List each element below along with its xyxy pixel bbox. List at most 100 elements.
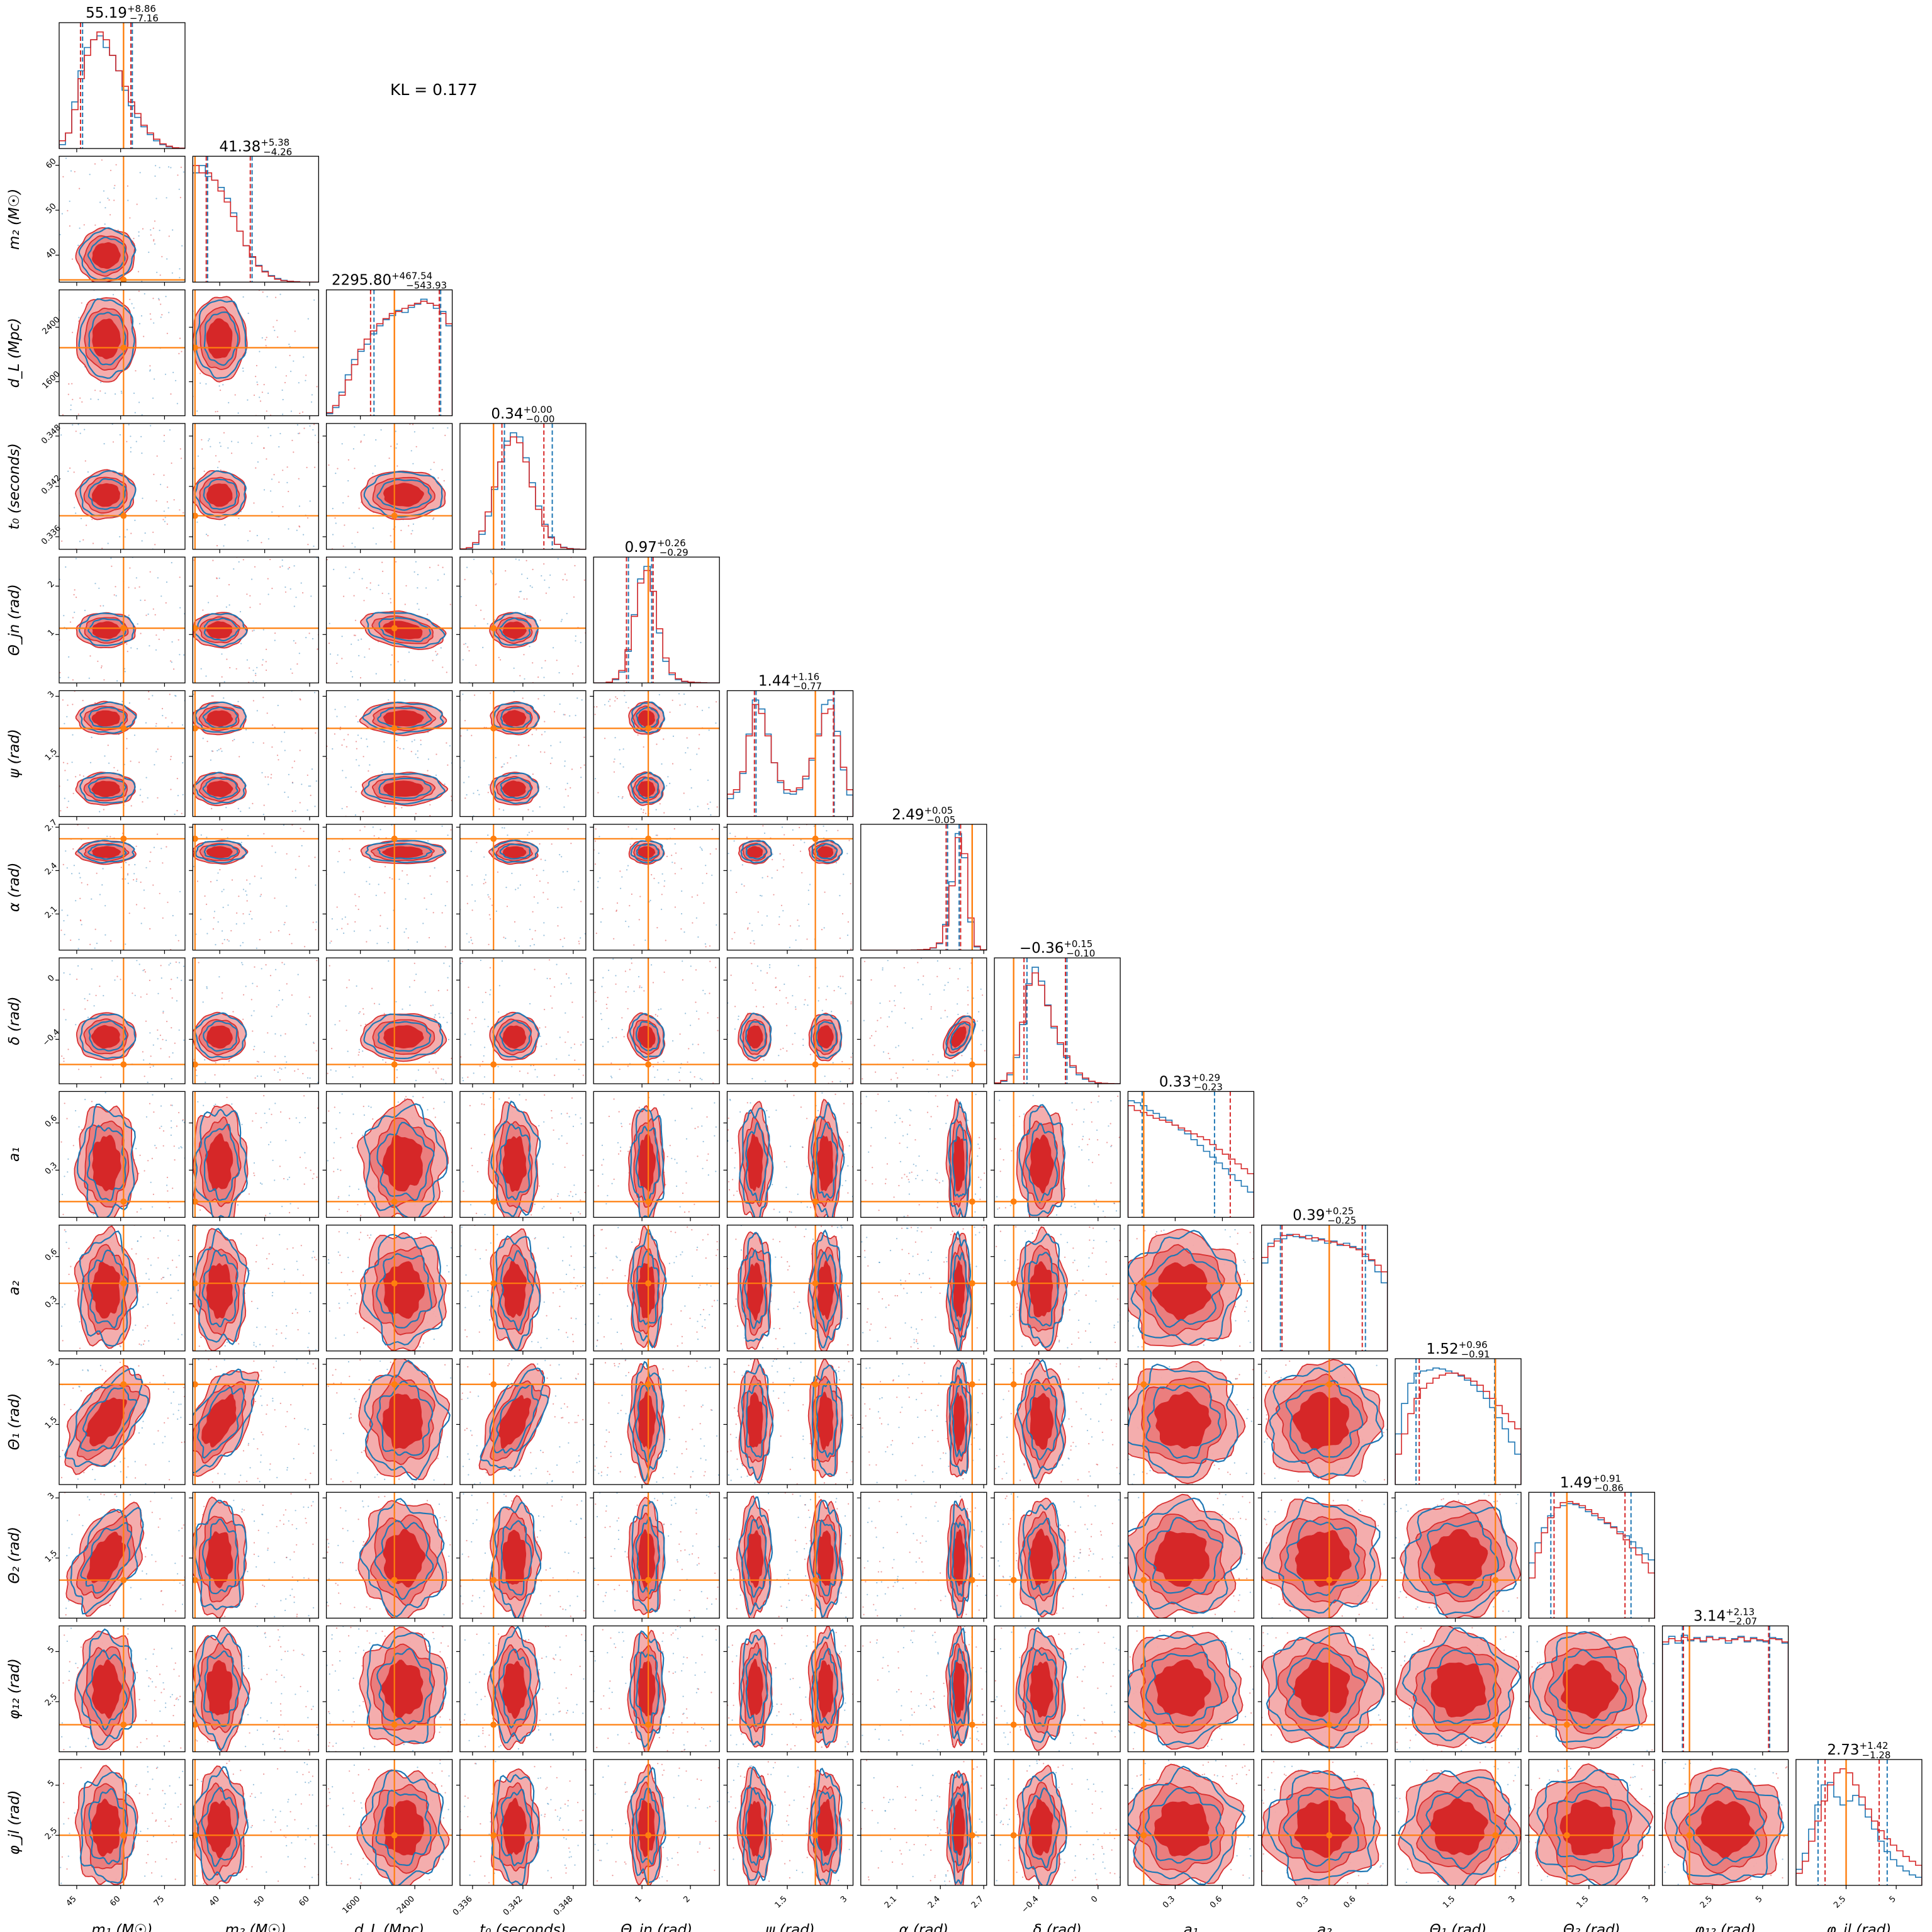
scatter-point-reference — [902, 1135, 904, 1137]
scatter-point-reference — [1108, 1125, 1109, 1127]
scatter-point-reference — [1032, 1094, 1034, 1096]
scatter-point-reference — [303, 534, 305, 536]
scatter-point-model — [344, 524, 345, 526]
scatter-point-model — [1115, 1341, 1116, 1344]
contour-model-level-2 — [817, 1025, 834, 1048]
scatter-point-reference — [152, 1065, 154, 1067]
scatter-point-reference — [313, 545, 315, 548]
scatter-point-reference — [1089, 1341, 1091, 1343]
scatter-point-reference — [208, 438, 210, 440]
scatter-point-model — [714, 1300, 716, 1301]
scatter-point-model — [354, 1065, 356, 1067]
scatter-point-model — [120, 979, 121, 980]
scatter-point-reference — [271, 511, 273, 513]
scatter-point-model — [303, 427, 305, 429]
scatter-point-model — [716, 1241, 718, 1243]
scatter-point-model — [633, 944, 635, 946]
scatter-point-reference — [799, 1312, 801, 1314]
scatter-point-model — [697, 1155, 699, 1157]
scatter-point-reference — [363, 1114, 365, 1116]
scatter-point-model — [789, 925, 792, 927]
scatter-point-reference — [437, 579, 439, 581]
scatter-point-reference — [927, 1259, 929, 1261]
scatter-point-model — [731, 938, 733, 940]
scatter-point-model — [851, 1081, 853, 1083]
scatter-point-model — [683, 792, 685, 794]
joint-panel-m2-delta — [189, 957, 319, 1088]
scatter-point-model — [980, 1179, 982, 1181]
scatter-point-reference — [350, 786, 352, 788]
scatter-point-model — [127, 873, 129, 875]
scatter-point-model — [264, 339, 266, 340]
marginal-panel-a2: 0.39+0.25 −0.25 — [1261, 1206, 1388, 1355]
panel-frame — [192, 289, 319, 417]
scatter-point-reference — [335, 1070, 337, 1072]
scatter-point-model — [716, 806, 718, 808]
scatter-point-reference — [539, 1035, 541, 1037]
scatter-point-reference — [281, 1206, 283, 1208]
scatter-point-reference — [179, 607, 181, 609]
scatter-point-model — [150, 851, 152, 853]
scatter-point-reference — [917, 1332, 919, 1334]
scatter-point-reference — [636, 828, 637, 830]
scatter-point-reference — [372, 826, 374, 828]
scatter-point-model — [269, 558, 271, 561]
scatter-point-model — [643, 746, 644, 748]
scatter-point-model — [150, 318, 152, 320]
scatter-point-reference — [663, 1094, 665, 1096]
scatter-point-model — [340, 1137, 342, 1138]
scatter-point-model — [929, 1278, 931, 1279]
scatter-point-reference — [160, 848, 162, 850]
scatter-point-reference — [293, 360, 295, 362]
scatter-point-reference — [306, 809, 308, 811]
scatter-point-reference — [1235, 1320, 1237, 1322]
scatter-point-reference — [77, 424, 79, 425]
scatter-point-model — [534, 929, 536, 931]
scatter-point-model — [360, 441, 362, 443]
scatter-point-reference — [733, 840, 735, 842]
scatter-point-reference — [975, 1234, 977, 1236]
scatter-point-reference — [131, 303, 133, 305]
scatter-point-reference — [103, 190, 105, 192]
scatter-point-reference — [563, 714, 564, 716]
scatter-point-model — [468, 986, 469, 988]
scatter-point-reference — [608, 969, 610, 971]
scatter-point-model — [982, 994, 984, 996]
scatter-point-reference — [531, 1340, 533, 1342]
scatter-point-reference — [1137, 1346, 1139, 1348]
scatter-point-model — [267, 1267, 269, 1269]
panel-frame — [59, 1091, 186, 1218]
scatter-point-reference — [1078, 1146, 1080, 1148]
scatter-point-model — [734, 1006, 736, 1008]
scatter-point-model — [544, 721, 546, 722]
scatter-point-reference — [637, 975, 640, 978]
scatter-point-model — [152, 227, 154, 229]
scatter-point-model — [727, 1283, 729, 1285]
scatter-point-reference — [93, 1005, 95, 1007]
scatter-point-reference — [277, 704, 279, 707]
scatter-point-reference — [756, 965, 758, 967]
scatter-point-reference — [741, 864, 743, 866]
scatter-point-reference — [78, 1126, 80, 1128]
scatter-point-model — [559, 1305, 561, 1307]
joint-panel-m1-delta: −0.40 — [41, 957, 186, 1088]
scatter-point-model — [804, 1235, 806, 1238]
scatter-point-model — [343, 739, 345, 741]
scatter-point-model — [979, 1198, 981, 1200]
scatter-point-model — [666, 855, 668, 857]
scatter-point-model — [299, 1157, 301, 1159]
scatter-point-reference — [253, 1342, 255, 1344]
scatter-point-reference — [564, 765, 566, 767]
scatter-point-reference — [59, 1456, 61, 1457]
scatter-point-reference — [838, 986, 840, 988]
scatter-point-reference — [463, 760, 465, 762]
scatter-point-reference — [691, 1108, 693, 1109]
scatter-point-model — [358, 1051, 360, 1053]
scatter-point-reference — [562, 871, 564, 873]
scatter-point-model — [62, 176, 64, 177]
scatter-point-reference — [490, 989, 491, 991]
contour-model-level-2 — [817, 846, 834, 858]
scatter-point-model — [82, 775, 84, 777]
scatter-point-reference — [216, 879, 218, 882]
scatter-point-model — [779, 853, 781, 855]
